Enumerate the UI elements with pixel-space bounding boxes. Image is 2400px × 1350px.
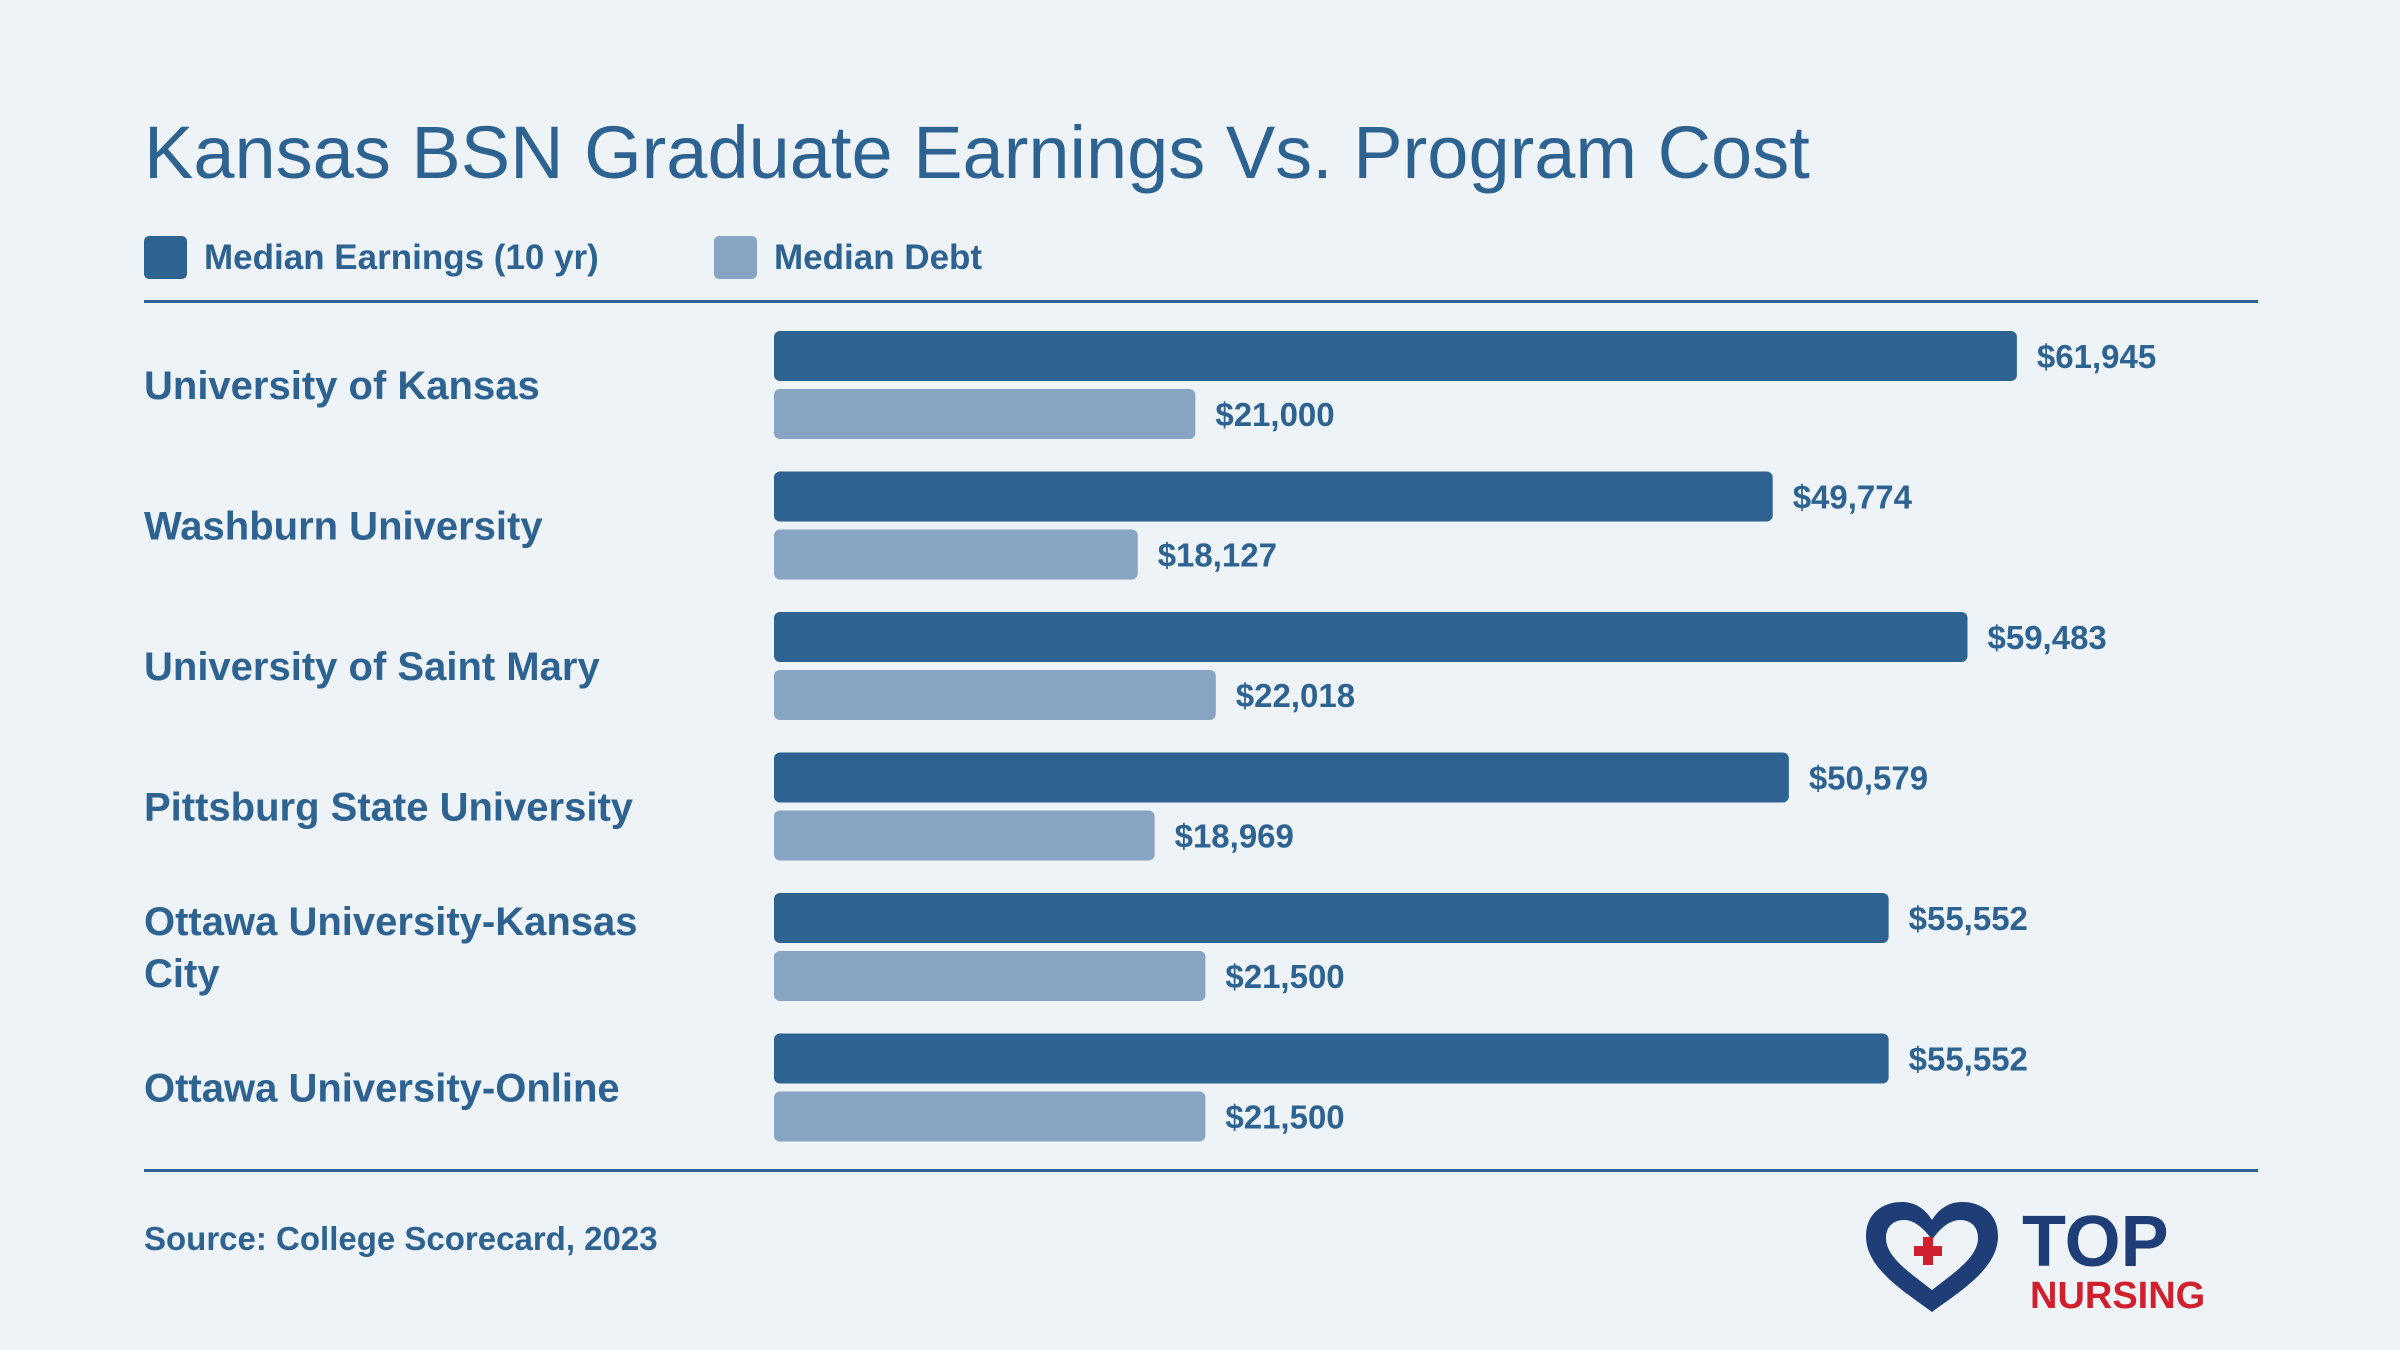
bar-debt (774, 389, 1196, 439)
bar-earnings (774, 893, 1889, 943)
legend-swatch-debt (714, 236, 757, 279)
value-label-debt: $21,500 (1225, 958, 1344, 995)
category-label: Washburn University (144, 505, 543, 549)
value-label-debt: $18,969 (1175, 818, 1294, 855)
value-label-earnings: $55,552 (1909, 1041, 2028, 1078)
value-label-earnings: $50,579 (1809, 760, 1928, 797)
category-label: University of Kansas (144, 364, 540, 408)
category-label: Ottawa University-Kansas City (144, 900, 638, 996)
value-label-debt: $18,127 (1158, 537, 1277, 574)
value-label-debt: $21,500 (1225, 1099, 1344, 1136)
bar-earnings (774, 752, 1789, 803)
bar-debt (774, 529, 1138, 580)
bar-debt (774, 810, 1155, 861)
bar-earnings (774, 1033, 1889, 1084)
top-nursing-logo: TOP NURSING (1866, 1202, 2205, 1317)
legend-item-debt: Median Debt (714, 236, 982, 279)
bar-debt (774, 670, 1216, 720)
value-label-debt: $21,000 (1215, 396, 1334, 433)
logo-text-top: TOP (2022, 1202, 2169, 1282)
value-label-debt: $22,018 (1236, 677, 1355, 714)
value-label-earnings: $61,945 (2037, 338, 2156, 375)
bar-earnings (774, 612, 1968, 662)
heart-icon (1866, 1202, 1998, 1312)
bar-debt (774, 951, 1206, 1001)
legend-label-earnings: Median Earnings (10 yr) (204, 237, 599, 277)
bar-earnings (774, 471, 1773, 522)
category-label: Ottawa University-Online (144, 1067, 620, 1111)
value-label-earnings: $49,774 (1793, 479, 1913, 516)
bar-debt (774, 1091, 1206, 1142)
chart-title: Kansas BSN Graduate Earnings Vs. Program… (144, 111, 1810, 194)
bar-chart: University of Kansas $61,945 $21,000 Washbu… (144, 331, 2156, 1142)
legend-label-debt: Median Debt (774, 237, 983, 277)
category-label: University of Saint Mary (144, 645, 600, 689)
value-label-earnings: $55,552 (1909, 900, 2028, 937)
value-label-earnings: $59,483 (1987, 619, 2106, 656)
legend-swatch-earnings (144, 236, 187, 279)
logo-text-bottom: NURSING (2030, 1275, 2205, 1317)
category-label: Pittsburg State University (144, 786, 634, 830)
bar-earnings (774, 331, 2017, 381)
bottom-divider (144, 1169, 2258, 1172)
top-divider (144, 300, 2258, 303)
legend-item-earnings: Median Earnings (10 yr) (144, 236, 599, 279)
source-note: Source: College Scorecard, 2023 (144, 1220, 658, 1257)
